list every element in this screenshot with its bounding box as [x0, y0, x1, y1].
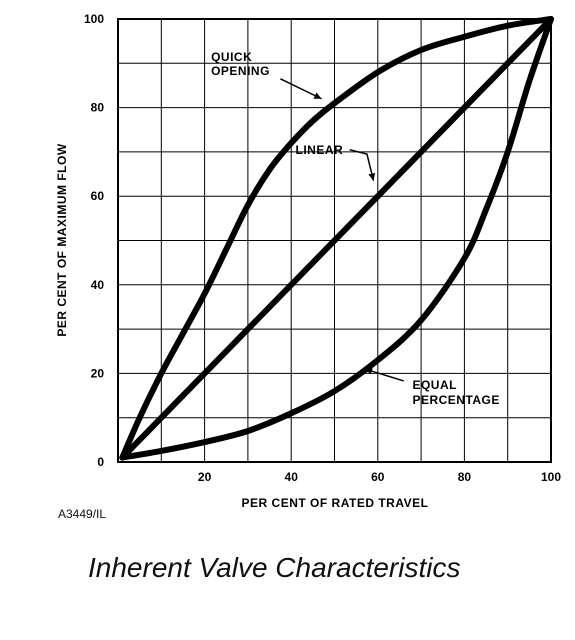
x-tick-label: 80: [458, 470, 472, 484]
x-tick-label: 40: [285, 470, 299, 484]
arrowhead: [368, 172, 376, 181]
y-tick-label: 80: [91, 101, 105, 115]
figure-caption: Inherent Valve Characteristics: [88, 552, 461, 583]
figure-id: A3449/IL: [58, 507, 107, 521]
annotation-quick-opening: QUICK: [211, 50, 252, 64]
y-axis-title: PER CENT OF MAXIMUM FLOW: [55, 143, 69, 336]
series-line-quick-opening: [119, 16, 554, 461]
x-tick-label: 60: [371, 470, 385, 484]
series-line-equal-percentage: [119, 16, 554, 461]
y-tick-label: 100: [84, 12, 104, 26]
leader-line: [280, 78, 322, 100]
y-tick-label: 20: [91, 366, 105, 380]
annotation-quick-opening: OPENING: [211, 64, 270, 78]
annotation-equal-percentage: EQUAL: [412, 378, 457, 392]
plot-frame: [117, 18, 552, 463]
tick-labels: 0 20 40 60 80 100 20 40 60 80 100: [84, 12, 561, 484]
y-tick-label: 0: [97, 455, 104, 469]
series-line-linear: [119, 16, 554, 461]
y-tick-label: 60: [91, 189, 105, 203]
curves: [119, 16, 554, 461]
x-axis-title: PER CENT OF RATED TRAVEL: [242, 496, 429, 510]
x-tick-label: 20: [198, 470, 212, 484]
annotation-linear: LINEAR: [296, 143, 344, 157]
leader-line: [349, 148, 375, 181]
arrowhead: [313, 92, 322, 99]
y-tick-label: 40: [91, 278, 105, 292]
arrowhead: [364, 367, 373, 375]
x-tick-label: 100: [541, 470, 561, 484]
annotation-equal-percentage: PERCENTAGE: [412, 393, 499, 407]
